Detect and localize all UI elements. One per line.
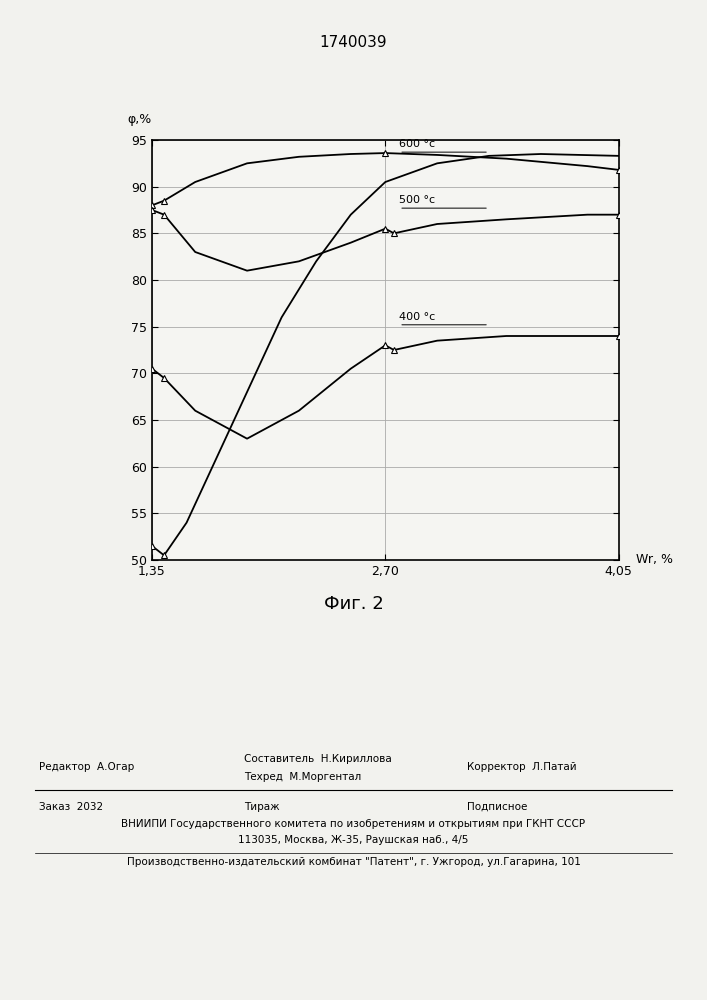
Text: 400 °c: 400 °c — [399, 312, 436, 322]
Text: Производственно-издательский комбинат "Патент", г. Ужгород, ул.Гагарина, 101: Производственно-издательский комбинат "П… — [127, 857, 580, 867]
Text: Фиг. 2: Фиг. 2 — [324, 595, 383, 613]
Text: Заказ  2032: Заказ 2032 — [39, 802, 103, 812]
Text: Составитель  Н.Кириллова: Составитель Н.Кириллова — [244, 754, 392, 764]
Text: Подписное: Подписное — [467, 802, 527, 812]
Text: 113035, Москва, Ж-35, Раушская наб., 4/5: 113035, Москва, Ж-35, Раушская наб., 4/5 — [238, 835, 469, 845]
Text: ВНИИПИ Государственного комитета по изобретениям и открытиям при ГКНТ СССР: ВНИИПИ Государственного комитета по изоб… — [122, 819, 585, 829]
Text: 600 °c: 600 °c — [399, 139, 436, 149]
Text: Корректор  Л.Патай: Корректор Л.Патай — [467, 762, 576, 772]
Text: 1740039: 1740039 — [320, 35, 387, 50]
Text: φ,%: φ,% — [128, 113, 152, 126]
Text: Техред  М.Моргентал: Техред М.Моргентал — [244, 772, 361, 782]
Text: Wr, %: Wr, % — [636, 554, 673, 566]
Text: Тираж: Тираж — [244, 802, 279, 812]
Text: 500 °c: 500 °c — [399, 195, 436, 205]
Text: Редактор  А.Огар: Редактор А.Огар — [39, 762, 134, 772]
